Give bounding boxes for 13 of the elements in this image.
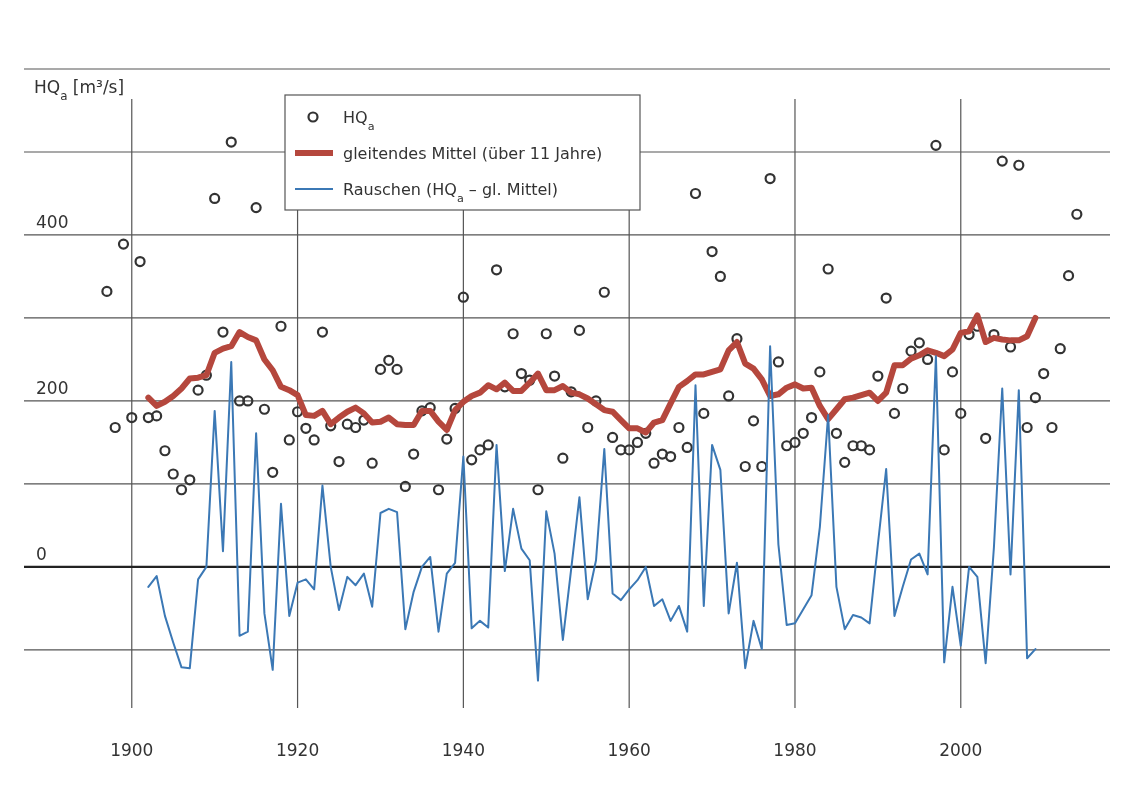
legend-label: Rauschen (HQ$_{a}$ – gl. Mittel) [343,180,559,205]
y-tick-label: 0 [36,543,47,564]
y-axis-title: HQ$_{a}$ [m³/s] [34,77,125,103]
legend-label: HQ$_{a}$ [343,108,375,133]
legend-label: gleitendes Mittel (über 11 Jahre) [343,144,603,163]
y-tick-label: 200 [36,377,69,398]
x-tick-label: 1920 [275,740,320,760]
x-tick-label: 1960 [607,740,651,760]
x-tick-label: 1900 [110,740,154,760]
x-tick-label: 1940 [441,740,486,760]
x-tick-label: 2000 [939,740,983,760]
x-tick-label: 1980 [773,740,817,760]
y-tick-label: 400 [36,211,69,232]
